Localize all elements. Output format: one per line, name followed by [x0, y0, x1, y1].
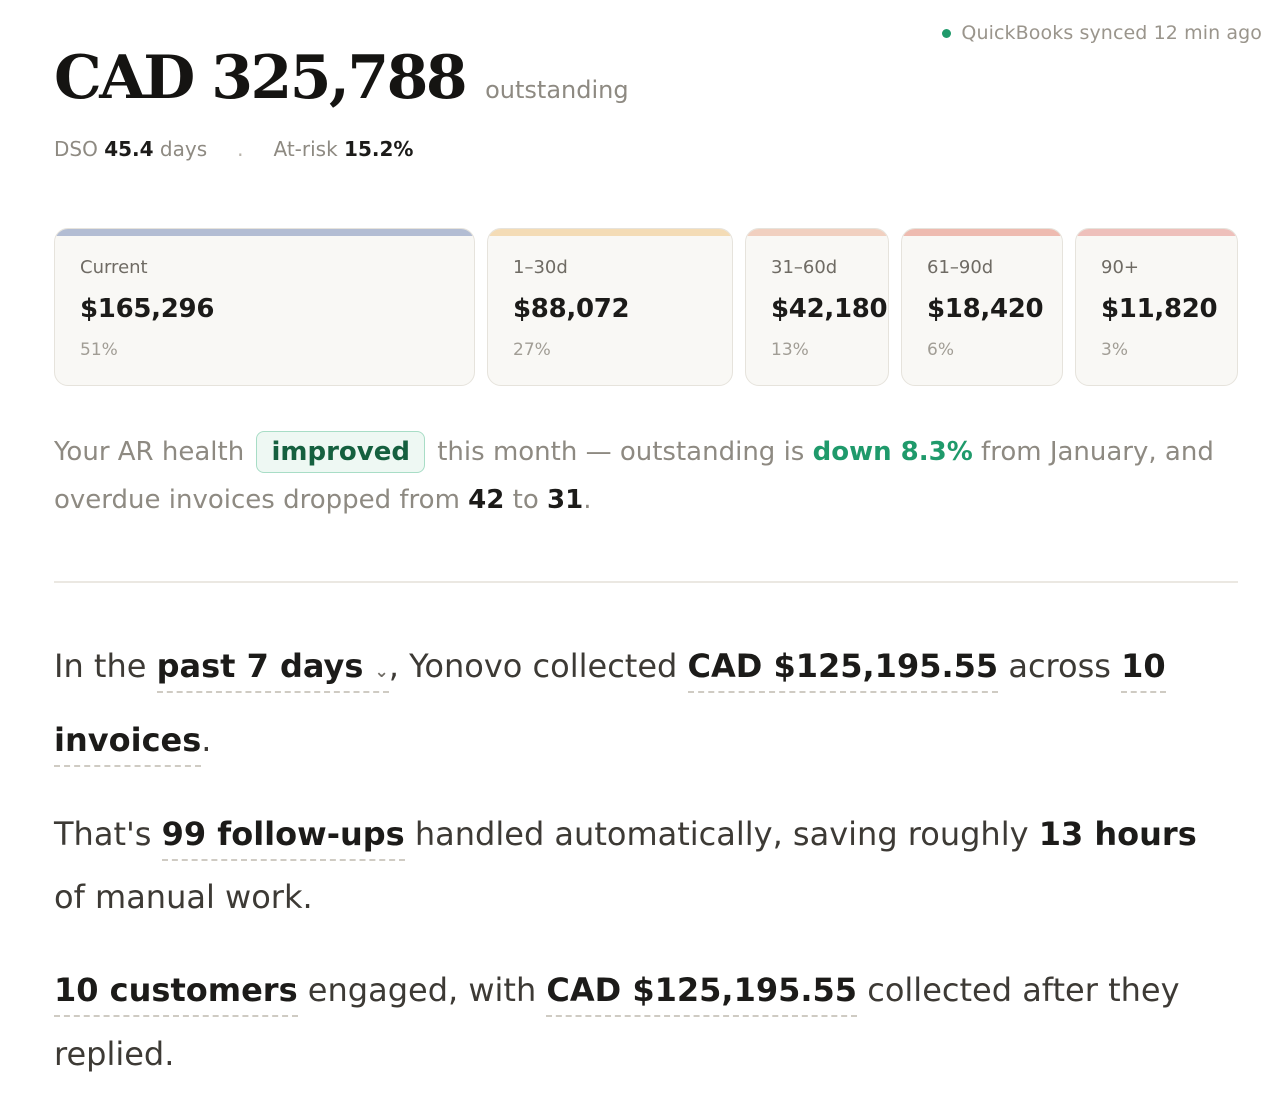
bucket-amount: $165,296	[80, 294, 215, 324]
sync-status: QuickBooks synced 12 min ago	[942, 22, 1262, 44]
bucket-label: 1–30d	[513, 257, 568, 278]
sync-status-dot-icon	[942, 28, 952, 38]
aging-bucket-31-60d[interactable]: 31–60d $42,180 13%	[745, 228, 889, 386]
bucket-share: 6%	[927, 340, 954, 360]
summary-text: .	[201, 721, 212, 759]
bucket-color-bar	[488, 229, 732, 236]
health-text: .	[583, 485, 592, 515]
collected-amount-link[interactable]: CAD $125,195.55	[687, 647, 999, 693]
period-selector[interactable]: past 7 days ⌄	[156, 647, 389, 693]
bucket-color-bar	[902, 229, 1062, 236]
bucket-share: 51%	[80, 340, 118, 360]
total-outstanding-amount: CAD 325,788	[54, 43, 468, 113]
metric-separator: .	[237, 137, 244, 161]
bucket-label: 61–90d	[927, 257, 994, 278]
invoices-count-link[interactable]: 10 invoices	[54, 647, 1166, 767]
health-text: Your AR health	[54, 437, 245, 467]
chevron-down-icon: ⌄	[374, 662, 389, 682]
collections-summary: In the past 7 days ⌄, Yonovo collected C…	[54, 632, 1234, 1086]
health-text: this month — outstanding is	[437, 437, 805, 467]
aging-bucket-1-30d[interactable]: 1–30d $88,072 27%	[487, 228, 733, 386]
dso-label: DSO	[54, 137, 98, 161]
summary-text: That's	[54, 815, 152, 853]
section-divider	[54, 581, 1238, 583]
summary-text: engaged, with	[307, 971, 537, 1009]
health-text: from January, and overdue invoices dropp…	[54, 437, 1214, 515]
engagement-sentence: 10 customers engaged, with CAD $125,195.…	[54, 958, 1234, 1086]
summary-text: handled automatically, saving roughly	[414, 815, 1029, 853]
bucket-color-bar	[1076, 229, 1237, 236]
total-outstanding-label: outstanding	[485, 76, 629, 104]
aging-bucket-current[interactable]: Current $165,296 51%	[54, 228, 475, 386]
dso-unit: days	[159, 137, 208, 161]
sync-status-text: QuickBooks synced 12 min ago	[961, 22, 1262, 44]
dso-value: 45.4	[104, 137, 154, 161]
bucket-amount: $18,420	[927, 294, 1044, 324]
health-text: to	[512, 485, 539, 515]
aging-buckets: Current $165,296 51% 1–30d $88,072 27% 3…	[54, 228, 1238, 386]
summary-text: In the	[54, 647, 147, 685]
summary-text: , Yonovo collected	[388, 647, 678, 685]
summary-text: across	[1008, 647, 1111, 685]
at-risk-value: 15.2%	[344, 137, 414, 161]
bucket-color-bar	[746, 229, 888, 236]
collected-after-reply-link[interactable]: CAD $125,195.55	[546, 971, 858, 1017]
bucket-amount: $88,072	[513, 294, 630, 324]
bucket-label: Current	[80, 257, 148, 278]
bucket-share: 3%	[1101, 340, 1128, 360]
summary-text: collected after they replied.	[54, 971, 1180, 1073]
overdue-to-count: 31	[547, 485, 584, 515]
period-selector-label: past 7 days	[156, 647, 364, 685]
outstanding-headline: CAD 325,788 outstanding	[54, 48, 629, 108]
bucket-share: 13%	[771, 340, 809, 360]
customers-count-link[interactable]: 10 customers	[54, 971, 298, 1017]
bucket-amount: $11,820	[1101, 294, 1218, 324]
bucket-label: 90+	[1101, 257, 1139, 278]
bucket-share: 27%	[513, 340, 551, 360]
followups-count-link[interactable]: 99 follow-ups	[161, 815, 405, 861]
aging-bucket-61-90d[interactable]: 61–90d $18,420 6%	[901, 228, 1063, 386]
summary-text: of manual work.	[54, 878, 313, 916]
ar-health-summary: Your AR health improved this month — out…	[54, 428, 1234, 524]
bucket-amount: $42,180	[771, 294, 888, 324]
overdue-from-count: 42	[468, 485, 505, 515]
automation-sentence: That's 99 follow-ups handled automatical…	[54, 803, 1234, 929]
aging-bucket-90-plus[interactable]: 90+ $11,820 3%	[1075, 228, 1238, 386]
at-risk-label: At-risk	[273, 137, 338, 161]
bucket-label: 31–60d	[771, 257, 838, 278]
bucket-color-bar	[55, 229, 474, 236]
collections-sentence: In the past 7 days ⌄, Yonovo collected C…	[54, 632, 1234, 774]
health-status-badge: improved	[256, 431, 425, 473]
key-metrics: DSO 45.4 days . At-risk 15.2%	[54, 137, 413, 161]
outstanding-change: down 8.3%	[812, 437, 973, 467]
hours-saved: 13 hours	[1038, 815, 1197, 853]
